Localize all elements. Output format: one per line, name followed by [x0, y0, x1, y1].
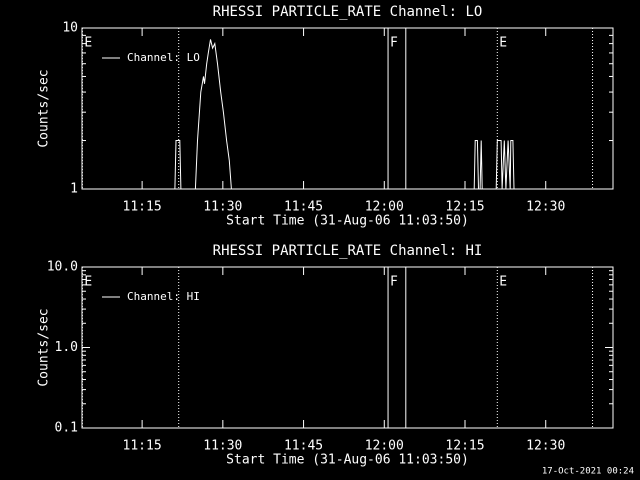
y-tick-label: 10 — [62, 21, 78, 36]
x-tick-label: 12:00 — [365, 200, 404, 215]
event-label: F — [390, 275, 398, 290]
legend-label: Channel: LO — [127, 51, 200, 64]
y-tick-label: 1.0 — [55, 340, 78, 355]
event-label: F — [390, 36, 398, 51]
x-tick-label: 12:15 — [445, 200, 484, 215]
legend-label: Channel: HI — [127, 290, 200, 303]
y-tick-label: 1 — [70, 182, 78, 197]
x-tick-label: 11:30 — [203, 200, 242, 215]
x-tick-label: 11:15 — [123, 200, 162, 215]
data-line — [174, 39, 515, 190]
x-tick-label: 12:00 — [365, 439, 404, 454]
event-label: E — [84, 275, 92, 290]
y-tick-label: 0.1 — [55, 421, 78, 436]
x-tick-label: 11:45 — [284, 439, 323, 454]
chart-title: RHESSI PARTICLE_RATE Channel: LO — [213, 4, 483, 20]
y-axis-label: Counts/sec — [37, 69, 52, 147]
event-label: E — [499, 275, 507, 290]
x-axis-label: Start Time (31-Aug-06 11:03:50) — [226, 214, 469, 229]
x-tick-label: 11:15 — [123, 439, 162, 454]
event-label: E — [84, 36, 92, 51]
x-axis-label: Start Time (31-Aug-06 11:03:50) — [226, 453, 469, 468]
x-tick-label: 12:30 — [526, 200, 565, 215]
x-tick-label: 12:15 — [445, 439, 484, 454]
x-tick-label: 12:30 — [526, 439, 565, 454]
y-tick-label: 10.0 — [47, 260, 78, 275]
x-tick-label: 11:30 — [203, 439, 242, 454]
event-label: E — [499, 36, 507, 51]
plot-frame — [81, 27, 614, 190]
x-tick-label: 11:45 — [284, 200, 323, 215]
y-axis-label: Counts/sec — [37, 308, 52, 386]
chart-title: RHESSI PARTICLE_RATE Channel: HI — [213, 243, 483, 259]
footer: 17-Oct-2021 00:24 — [542, 467, 634, 477]
